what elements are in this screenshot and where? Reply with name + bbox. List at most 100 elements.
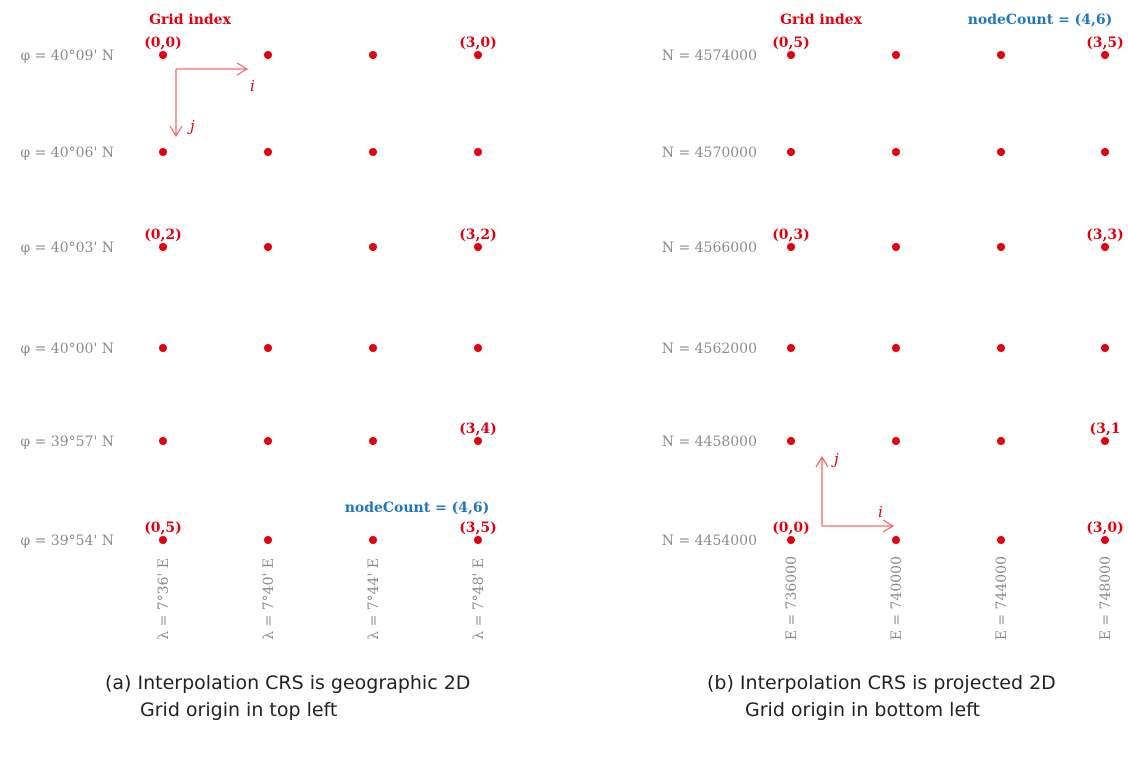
panel-geographic: Grid index φ = 40°09' Nφ = 40°06' Nφ = 4… <box>20 12 496 721</box>
caption-line-1: (a) Interpolation CRS is geographic 2D <box>105 672 470 694</box>
row-labels: N = 4574000 N = 4570000 N = 4566000 N = 456… <box>662 48 757 549</box>
grid-node <box>997 148 1005 156</box>
grid-node <box>474 148 482 156</box>
grid-node <box>787 344 795 352</box>
grid-index-label: (0,5) <box>144 520 182 536</box>
grid-node <box>787 437 795 445</box>
axis-j-arrowhead <box>815 455 829 468</box>
row-label: N = 4562000 <box>662 341 757 357</box>
axis-j-arrowhead <box>169 125 183 138</box>
grid-node <box>997 437 1005 445</box>
caption-line-2: Grid origin in bottom left <box>745 699 980 721</box>
grid-node <box>892 536 900 544</box>
grid-node <box>264 51 272 59</box>
column-label: E = 736000 <box>784 556 800 640</box>
grid-node <box>997 243 1005 251</box>
row-label: N = 4570000 <box>662 145 757 161</box>
grid-node <box>159 536 167 544</box>
axis-i-arrowhead <box>882 519 895 533</box>
grid-node <box>1101 536 1109 544</box>
axis-arrows: i j <box>815 450 895 533</box>
row-label: N = 4454000 <box>662 533 757 549</box>
grid-index-label: (3,3) <box>1086 227 1124 243</box>
column-label: λ = 7°40' E <box>261 558 277 640</box>
row-label: N = 4458000 <box>662 434 757 450</box>
caption-line-1: (b) Interpolation CRS is projected 2D <box>707 672 1056 694</box>
grid-node <box>787 536 795 544</box>
grid-node <box>369 148 377 156</box>
column-labels: E = 736000 E = 740000 E = 744000 E = 748000 <box>784 556 1114 640</box>
grid-node <box>264 536 272 544</box>
row-label: φ = 39°57' N <box>20 434 114 450</box>
axis-i-arrowhead <box>236 62 249 76</box>
grid-node <box>1101 51 1109 59</box>
column-label: E = 748000 <box>1098 556 1114 640</box>
grid-node <box>369 437 377 445</box>
node-count-label: nodeCount = (4,6) <box>968 12 1113 28</box>
panel-projected: Grid index nodeCount = (4,6) N = 4574000… <box>662 12 1124 721</box>
grid-index-label: (0,0) <box>772 520 810 536</box>
column-label: E = 744000 <box>994 556 1010 640</box>
row-label: N = 4566000 <box>662 240 757 256</box>
row-label: N = 4574000 <box>662 48 757 64</box>
grid-index-label: (0,3) <box>772 227 810 243</box>
grid-node <box>787 243 795 251</box>
grid-index-header: Grid index <box>780 12 863 28</box>
column-labels: λ = 7°36' E λ = 7°40' E λ = 7°44' E λ = 7°4… <box>156 558 487 640</box>
grid-node <box>787 148 795 156</box>
grid-index-label: (3,0) <box>1086 520 1124 536</box>
grid-node <box>474 536 482 544</box>
grid-node <box>264 243 272 251</box>
grid-node <box>264 437 272 445</box>
grid-node <box>159 51 167 59</box>
grid-node <box>1101 243 1109 251</box>
grid-node <box>474 344 482 352</box>
row-label: φ = 40°00' N <box>20 341 114 357</box>
grid-index-label: (0,5) <box>772 35 810 51</box>
grid-node <box>474 437 482 445</box>
grid-node <box>474 243 482 251</box>
row-label: φ = 39°54' N <box>20 533 114 549</box>
grid-index-label: (3,0) <box>459 35 497 51</box>
grid-node <box>159 437 167 445</box>
grid-index-header: Grid index <box>149 12 232 28</box>
grid-node <box>892 243 900 251</box>
grid-node <box>997 344 1005 352</box>
row-labels: φ = 40°09' N φ = 40°06' N φ = 40°03' N φ = … <box>20 48 114 549</box>
grid-node <box>892 148 900 156</box>
column-label: λ = 7°48' E <box>471 558 487 640</box>
grid-node <box>892 437 900 445</box>
grid-node <box>1101 437 1109 445</box>
grid-nodes <box>159 51 482 544</box>
row-label: φ = 40°06' N <box>20 145 114 161</box>
index-labels: (0,5) (3,5) (0,3) (3,3) (3,1 (0,0) (3,0) <box>772 35 1124 536</box>
row-label: φ = 40°09' N <box>20 48 114 64</box>
grid-node <box>264 344 272 352</box>
grid-index-label: (3,1 <box>1090 421 1121 437</box>
grid-node <box>997 51 1005 59</box>
grid-node <box>1101 148 1109 156</box>
grid-index-label: (3,4) <box>459 421 497 437</box>
column-label: λ = 7°44' E <box>366 558 382 640</box>
row-label: φ = 40°03' N <box>20 240 114 256</box>
grid-node <box>1101 344 1109 352</box>
grid-node <box>474 51 482 59</box>
axis-j-label: j <box>187 117 195 135</box>
grid-node <box>159 344 167 352</box>
grid-node <box>787 51 795 59</box>
axis-i-label: i <box>878 503 883 521</box>
grid-index-label: (3,2) <box>459 227 497 243</box>
caption-line-2: Grid origin in top left <box>140 699 337 721</box>
grid-nodes <box>787 51 1109 544</box>
grid-node <box>369 243 377 251</box>
grid-node <box>159 243 167 251</box>
grid-node <box>369 344 377 352</box>
grid-node <box>997 536 1005 544</box>
grid-index-label: (3,5) <box>1086 35 1124 51</box>
column-label: E = 740000 <box>889 556 905 640</box>
grid-node <box>264 148 272 156</box>
grid-node <box>369 51 377 59</box>
grid-node <box>369 536 377 544</box>
axis-j-label: j <box>831 450 839 468</box>
